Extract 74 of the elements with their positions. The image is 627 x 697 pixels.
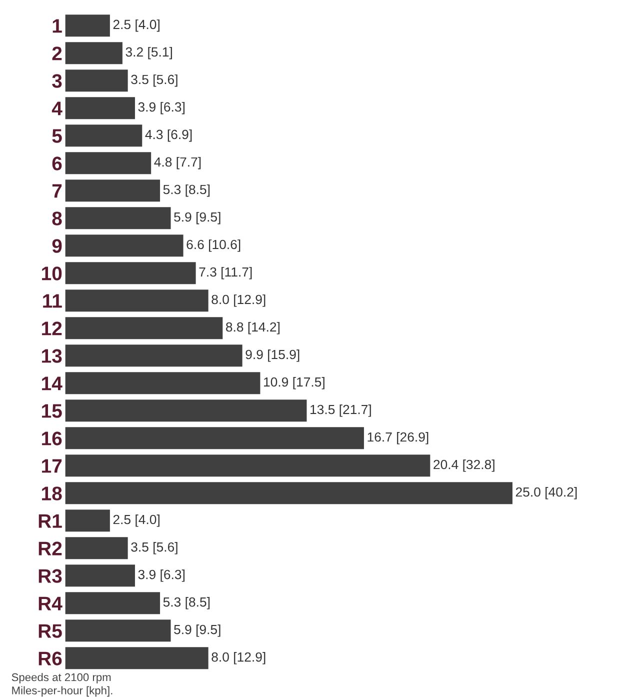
bar: [65, 317, 223, 340]
data-label: 3.5 [5.6]: [131, 74, 178, 87]
bar: [65, 344, 242, 367]
data-label: 5.9 [9.5]: [174, 624, 220, 637]
data-label: 5.9 [9.5]: [174, 212, 220, 224]
text: Miles-per-hour [kph].: [12, 686, 112, 697]
y-tick-label: 4: [52, 102, 62, 116]
data-label: 3.2 [5.1]: [126, 46, 172, 60]
data-label: 5.3 [8.5]: [163, 597, 210, 610]
bar: [65, 14, 110, 37]
y-tick-label: 6: [52, 156, 62, 170]
bar: [65, 152, 152, 174]
y-tick-label: 17: [42, 459, 62, 473]
bar: [65, 180, 160, 202]
bar: [65, 97, 135, 120]
y-tick-label: R4: [38, 596, 62, 610]
bar: [65, 647, 208, 670]
data-label: 25.0 [40.2]: [516, 486, 577, 500]
bar: [65, 427, 364, 450]
y-tick-label: 15: [42, 404, 62, 418]
y-tick-label: 3: [52, 74, 62, 88]
y-tick-label: R3: [38, 569, 62, 583]
y-tick-label: 7: [52, 184, 62, 198]
y-tick-label: R5: [38, 624, 62, 638]
data-label: 3.5 [5.6]: [131, 542, 178, 554]
y-tick-label: R1: [38, 514, 62, 528]
data-label: 3.9 [6.3]: [138, 570, 184, 582]
data-label: 10.9 [17.5]: [264, 376, 324, 390]
y-tick-label: 13: [42, 349, 62, 363]
y-tick-label: 5: [52, 129, 62, 143]
data-label: 13.5 [21.7]: [310, 404, 371, 417]
data-label: 7.3 [11.7]: [199, 266, 252, 280]
data-label: 8.0 [12.9]: [212, 652, 266, 664]
bar: [65, 564, 135, 587]
y-tick-label: R6: [38, 652, 62, 666]
bar: [65, 372, 260, 394]
bar: [65, 620, 171, 642]
y-tick-label: 9: [52, 239, 62, 253]
data-label: 8.0 [12.9]: [212, 294, 266, 307]
bar: [65, 42, 122, 64]
bar: [65, 234, 184, 257]
y-tick-label: 12: [42, 322, 62, 336]
bar: [65, 124, 142, 147]
data-label: 4.3 [6.9]: [145, 129, 192, 142]
data-label: 2.5 [4.0]: [113, 19, 160, 32]
y-tick-label: 8: [52, 212, 62, 226]
bar: [65, 207, 171, 230]
y-tick-label: 11: [43, 294, 62, 308]
y-tick-label: 1: [52, 19, 62, 33]
bar: [65, 454, 430, 477]
bar: [65, 290, 208, 312]
y-tick-label: 14: [42, 376, 62, 390]
bar: [65, 482, 512, 504]
data-label: 9.9 [15.9]: [246, 349, 300, 362]
text: Speeds at 2100 rpm: [12, 673, 111, 684]
y-tick-label: 16: [42, 432, 62, 446]
y-tick-label: 2: [52, 46, 62, 60]
data-label: 16.7 [26.9]: [368, 432, 428, 444]
data-label: 5.3 [8.5]: [163, 184, 210, 197]
bar: [65, 592, 160, 614]
data-label: 20.4 [32.8]: [434, 459, 494, 472]
data-label: 2.5 [4.0]: [113, 514, 160, 527]
data-label: 4.8 [7.7]: [154, 156, 201, 170]
bar: [65, 510, 110, 532]
bar: [65, 262, 196, 284]
data-label: 8.8 [14.2]: [226, 322, 280, 334]
bar: [65, 537, 128, 560]
data-label: 3.9 [6.3]: [138, 102, 184, 114]
bar: [65, 70, 128, 92]
bar: [65, 400, 307, 422]
y-tick-label: 10: [42, 266, 62, 280]
y-tick-label: 18: [42, 486, 62, 500]
data-label: 6.6 [10.6]: [186, 239, 240, 252]
y-tick-label: R2: [38, 542, 62, 556]
